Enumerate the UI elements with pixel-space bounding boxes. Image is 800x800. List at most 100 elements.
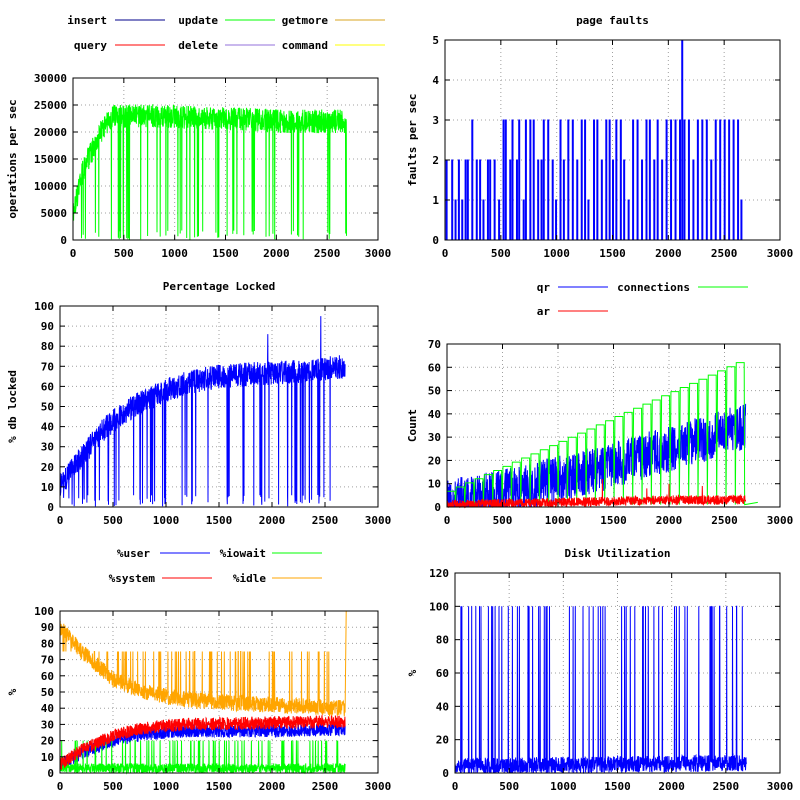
x-tick-label: 1500 [206, 514, 233, 527]
y-axis-label: % db locked [6, 370, 19, 443]
y-axis-label: % [406, 669, 419, 676]
y-tick-label: 40 [428, 408, 441, 421]
y-tick-label: 0 [60, 234, 67, 247]
y-tick-label: 80 [41, 340, 54, 353]
x-tick-label: 2000 [656, 514, 683, 527]
y-tick-label: 50 [428, 385, 441, 398]
x-tick-label: 0 [444, 514, 451, 527]
legend-label: query [74, 39, 107, 52]
x-tick-label: 500 [491, 247, 511, 260]
y-tick-label: 100 [429, 600, 449, 613]
x-tick-label: 0 [442, 247, 449, 260]
x-tick-label: 1000 [153, 514, 180, 527]
y-tick-label: 90 [41, 621, 54, 634]
chart-title: Percentage Locked [163, 280, 276, 293]
y-tick-label: 20000 [34, 126, 67, 139]
x-tick-label: 500 [114, 247, 134, 260]
y-tick-label: 50 [41, 686, 54, 699]
chart-locked: 0 500 1000 1500 2000 2500 3000 0 10 20 30 40 50 60 70 8… [6, 280, 391, 527]
x-tick-label: 2500 [314, 247, 341, 260]
x-tick-label: 3000 [365, 780, 392, 793]
x-tick-label: 3000 [365, 514, 392, 527]
legend-label: command [282, 39, 328, 52]
x-tick-label: 1000 [543, 247, 570, 260]
y-tick-label: 15000 [34, 153, 67, 166]
x-tick-label: 3000 [767, 247, 794, 260]
chart-ops: 0 500 1000 1500 2000 2500 30000500010000150002… [6, 14, 391, 260]
x-tick-label: 500 [103, 780, 123, 793]
y-tick-label: 0 [432, 234, 439, 247]
x-tick-label: 500 [103, 514, 123, 527]
y-tick-label: 50 [41, 401, 54, 414]
y-tick-label: 60 [428, 361, 441, 374]
legend-label: ar [537, 305, 551, 318]
series-line-ar [446, 479, 747, 509]
chart-title: page faults [576, 14, 649, 27]
y-tick-label: 30 [428, 431, 441, 444]
y-tick-label: 60 [41, 670, 54, 683]
y-tick-label: 100 [34, 605, 54, 618]
legend-label: %system [109, 572, 156, 585]
y-tick-label: 20 [436, 734, 449, 747]
x-tick-label: 0 [57, 780, 64, 793]
x-tick-label: 1000 [550, 780, 577, 793]
series-line-pct-system [59, 713, 346, 770]
series-line-pct-iowait [59, 740, 346, 775]
legend-label: insert [67, 14, 107, 27]
series-line-pct-idle [59, 610, 357, 718]
series-line-faults [445, 39, 743, 241]
y-tick-label: 10 [41, 481, 54, 494]
x-tick-label: 1500 [206, 780, 233, 793]
y-tick-label: 70 [428, 338, 441, 351]
x-tick-label: 1000 [161, 247, 188, 260]
x-tick-label: 1000 [545, 514, 572, 527]
y-tick-label: 120 [429, 567, 449, 580]
y-tick-label: 40 [436, 700, 449, 713]
legend-label: getmore [282, 14, 329, 27]
x-tick-label: 2000 [263, 247, 290, 260]
y-tick-label: 20 [41, 461, 54, 474]
chart-disk: 0 500 1000 1500 2000 2500 3000 0 20 40 60 80 100 120%… [406, 547, 793, 793]
y-tick-label: 3 [432, 114, 439, 127]
series-line-update [72, 104, 347, 240]
y-tick-label: 70 [41, 360, 54, 373]
y-tick-label: 20 [41, 735, 54, 748]
y-tick-label: 80 [436, 634, 449, 647]
x-tick-label: 2500 [713, 780, 740, 793]
x-tick-label: 1500 [600, 514, 627, 527]
x-tick-label: 2000 [259, 514, 286, 527]
legend-label: delete [178, 39, 218, 52]
y-tick-label: 10 [41, 751, 54, 764]
chart-faults: 0 500 1000 1500 2000 2500 3000 0 1 2 3 4 5 faults per… [406, 14, 793, 260]
x-tick-label: 2500 [312, 514, 339, 527]
y-tick-label: 30000 [34, 72, 67, 85]
y-tick-label: 1 [432, 194, 439, 207]
y-tick-label: 10000 [34, 180, 67, 193]
series-line-locked [59, 316, 346, 507]
series-line-disk [454, 605, 747, 775]
y-tick-label: 30 [41, 718, 54, 731]
y-axis-label: Count [406, 409, 419, 442]
x-tick-label: 2500 [711, 247, 738, 260]
x-tick-label: 2500 [312, 780, 339, 793]
legend-label: qr [537, 281, 551, 294]
y-tick-label: 40 [41, 421, 54, 434]
x-tick-label: 3000 [767, 514, 794, 527]
y-tick-label: 90 [41, 320, 54, 333]
y-axis-label: % [6, 688, 19, 695]
x-tick-label: 2000 [259, 780, 286, 793]
x-tick-label: 1000 [153, 780, 180, 793]
chart-title: Disk Utilization [565, 547, 671, 560]
y-tick-label: 2 [432, 154, 439, 167]
x-tick-label: 500 [499, 780, 519, 793]
x-tick-label: 3000 [767, 780, 794, 793]
y-tick-label: 40 [41, 702, 54, 715]
x-tick-label: 2000 [658, 780, 685, 793]
y-tick-label: 5 [432, 34, 439, 47]
x-tick-label: 0 [57, 514, 64, 527]
y-tick-label: 20 [428, 454, 441, 467]
x-tick-label: 500 [493, 514, 513, 527]
legend-label: %user [117, 547, 150, 560]
y-axis-label: faults per sec [406, 94, 419, 187]
